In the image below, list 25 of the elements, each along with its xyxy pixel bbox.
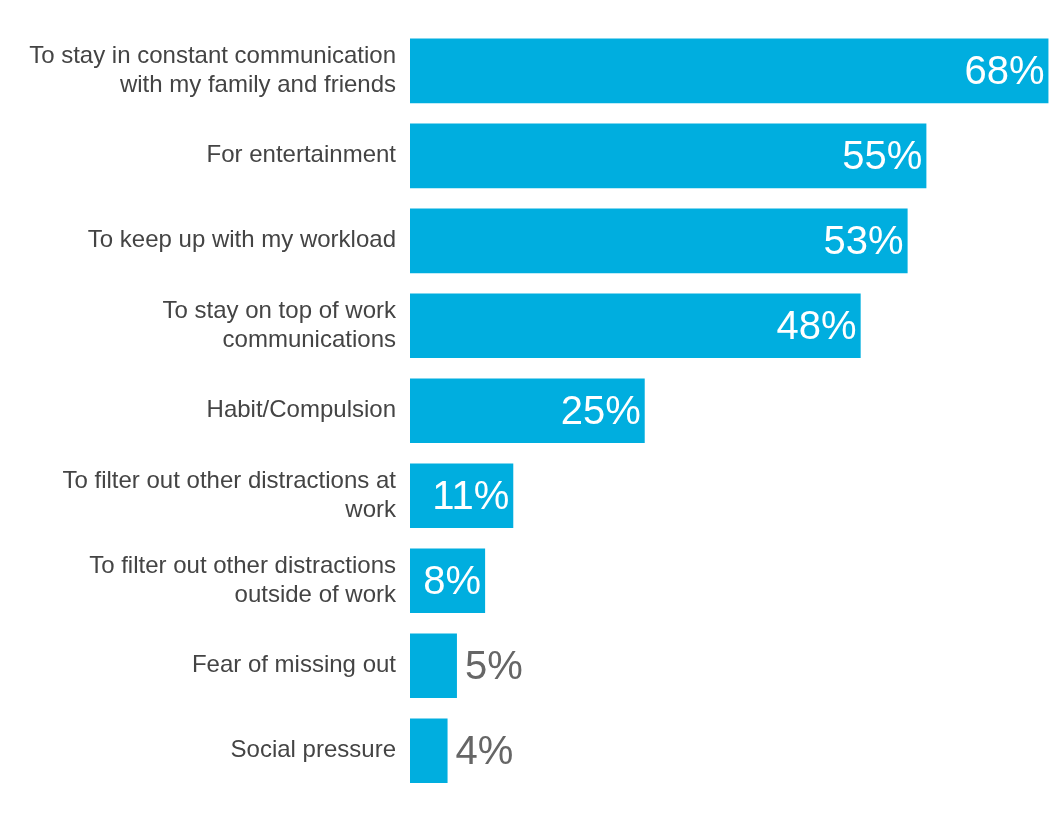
y-tick-label: To stay in constant communication with my family and friends <box>29 41 396 97</box>
y-tick-label: To filter out other distractions outside of work <box>89 550 397 607</box>
y-tick-label: Habit/Compulsion <box>206 395 396 423</box>
y-tick-label: To stay on top of work communications <box>162 296 397 352</box>
bar <box>410 123 927 189</box>
data-label: 4% <box>455 727 514 772</box>
data-label: 53% <box>823 217 904 262</box>
data-label: 5% <box>464 642 523 687</box>
data-label: 11% <box>432 472 510 517</box>
y-tick-label: To filter out other distractions at work <box>62 466 397 522</box>
y-tick-label: For entertainment <box>206 140 397 168</box>
data-label: 55% <box>842 132 923 177</box>
bar <box>410 208 908 274</box>
bar <box>410 378 645 444</box>
data-label: 68% <box>964 47 1045 92</box>
y-tick-label: Fear of missing out <box>191 650 397 678</box>
data-label: 48% <box>776 302 857 347</box>
bar <box>410 38 1049 104</box>
bar <box>410 633 457 699</box>
bar <box>410 718 448 783</box>
y-tick-label: Social pressure <box>230 735 396 763</box>
data-label: 25% <box>560 387 641 432</box>
y-tick-label: To keep up with my workload <box>87 225 396 253</box>
data-label: 8% <box>423 557 482 602</box>
bar <box>410 293 861 359</box>
